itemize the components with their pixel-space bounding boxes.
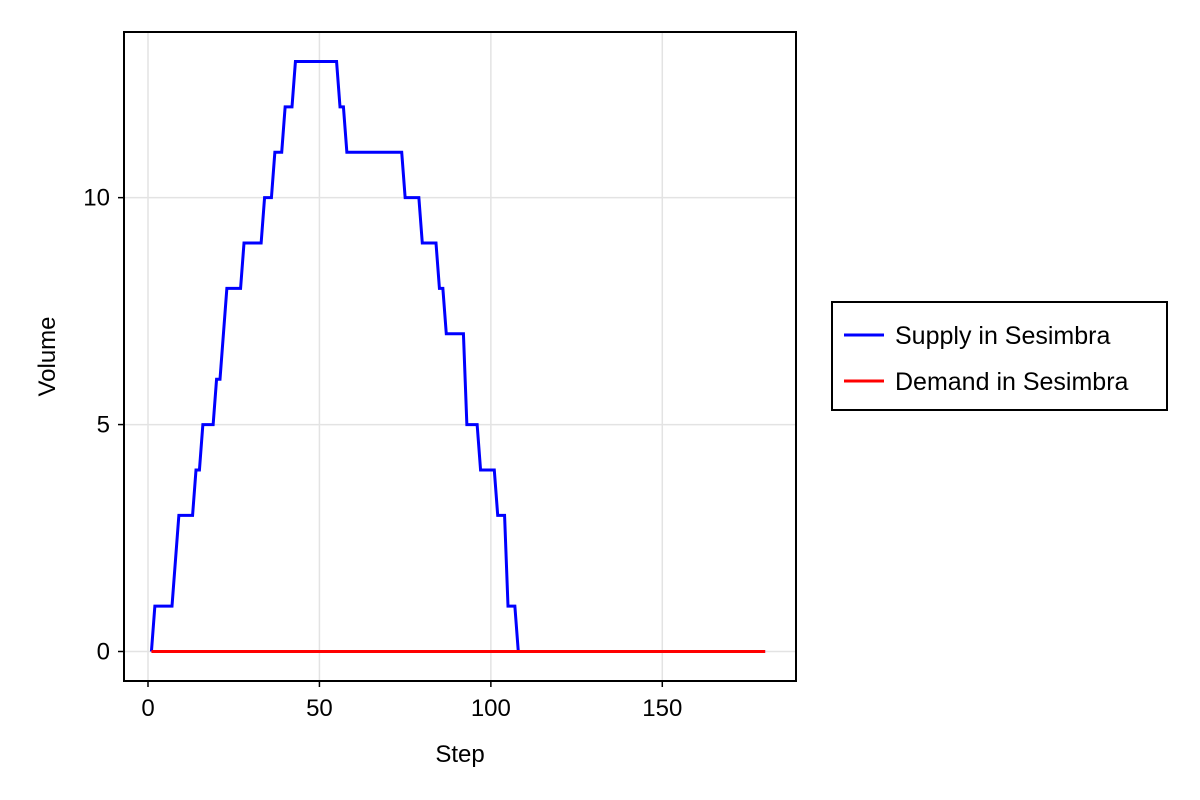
y-tick-label: 0 (97, 639, 110, 666)
y-axis-title: Volume (34, 316, 61, 396)
grid (124, 32, 796, 681)
x-tick-label: 100 (471, 695, 511, 722)
legend: Supply in Sesimbra Demand in Sesimbra (831, 301, 1168, 411)
x-axis-title: Step (435, 741, 484, 768)
y-tick-label: 10 (83, 185, 110, 212)
x-tick-label: 0 (141, 695, 154, 722)
legend-label: Supply in Sesimbra (895, 322, 1110, 350)
x-tick-label: 150 (642, 695, 682, 722)
legend-box (831, 301, 1168, 411)
legend-label: Demand in Sesimbra (895, 368, 1129, 396)
plot-frame (123, 31, 797, 682)
series-line-supply (149, 60, 766, 653)
series-lines (149, 60, 766, 653)
x-tick-label: 50 (306, 695, 333, 722)
y-tick-label: 5 (97, 412, 110, 439)
axis-ticks: 0 50 100 150 0 5 10 (83, 185, 682, 722)
